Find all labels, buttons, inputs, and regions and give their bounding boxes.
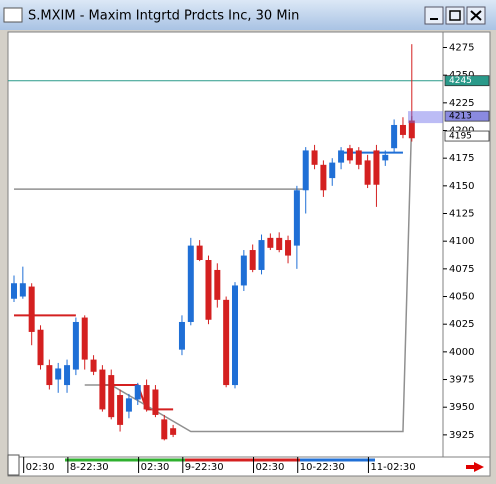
candle-body (46, 365, 53, 386)
plot-area (7, 31, 444, 458)
candle-body (90, 359, 97, 372)
maximize-button[interactable] (445, 6, 465, 25)
x-tick-label: 10-22:30 (300, 462, 345, 473)
candle-body (240, 255, 247, 286)
candle-body (258, 240, 265, 270)
y-tick-label: 3925 (449, 430, 474, 441)
candle-body (64, 365, 71, 386)
price-flag (444, 130, 490, 142)
maximize-icon (449, 10, 461, 21)
candle-body (329, 162, 336, 179)
candle-body (408, 120, 415, 139)
candle-body (125, 398, 132, 412)
candle-body (285, 240, 292, 256)
y-tick-label: 4175 (449, 153, 474, 164)
price-flag (444, 75, 490, 87)
candle-body (170, 428, 177, 435)
candle-body (187, 245, 194, 322)
candle-body (37, 329, 44, 366)
candle-body (223, 299, 230, 386)
candle-body (382, 154, 389, 161)
close-icon (470, 10, 482, 21)
y-tick-label: 3975 (449, 375, 474, 386)
candle-body (143, 385, 150, 410)
y-tick-label: 4025 (449, 319, 474, 330)
price-flag-label: 4213 (449, 112, 472, 122)
y-tick-label: 4050 (449, 292, 474, 303)
price-flag-label: 4195 (449, 132, 472, 142)
candle-body (205, 259, 212, 320)
candle-body (214, 269, 221, 300)
window-title: S.MXIM - Maxim Intgrtd Prdcts Inc, 30 Mi… (28, 9, 299, 24)
candle-body (276, 237, 283, 251)
y-tick-label: 3950 (449, 402, 474, 413)
scroll-box[interactable] (7, 454, 20, 476)
price-flag-label: 4245 (449, 76, 472, 86)
price-flag (444, 110, 490, 122)
candle-body (249, 250, 256, 270)
candle-body (161, 419, 168, 440)
candle-body (19, 283, 26, 297)
candle-body (99, 369, 106, 410)
x-tick-label: 02:30 (26, 462, 55, 473)
candle-body (72, 321, 79, 370)
x-tick-label: 02:30 (256, 462, 285, 473)
y-tick-label: 4275 (449, 42, 474, 53)
y-tick-label: 4075 (449, 264, 474, 275)
candle-body (311, 150, 318, 165)
candle-body (232, 285, 238, 386)
y-tick-label: 4100 (449, 236, 474, 247)
title-bar (0, 0, 496, 30)
x-tick-label: 02:30 (141, 462, 170, 473)
candle-body (267, 237, 274, 248)
candle-body (196, 245, 203, 260)
y-tick-label: 4125 (449, 209, 474, 220)
candle-body (346, 148, 353, 161)
candle-body (178, 321, 185, 350)
candle-body (108, 375, 115, 418)
app-icon (3, 7, 23, 23)
x-tick-label: 11-02:30 (370, 462, 415, 473)
candle-body (28, 286, 35, 332)
candle-body (302, 150, 309, 191)
candle-body (399, 124, 406, 135)
candle-body (134, 385, 141, 400)
candle-body (338, 150, 345, 163)
price-highlight (408, 111, 443, 124)
candle-body (55, 368, 62, 380)
candle-body (11, 283, 17, 299)
indicator-line (102, 384, 174, 411)
candle-body (152, 389, 159, 415)
candle-body (391, 124, 398, 149)
candle-body (355, 150, 362, 165)
price-axis (442, 31, 491, 458)
x-tick-label: 9-22:30 (185, 462, 224, 473)
y-tick-label: 4225 (449, 98, 474, 109)
candle-body (320, 164, 327, 191)
x-tick-label: 8-22:30 (70, 462, 109, 473)
y-tick-label: 4150 (449, 181, 474, 192)
candle-body (364, 160, 371, 185)
candle-body (117, 395, 124, 425)
scroll-right[interactable] (466, 462, 484, 472)
candle-body (81, 317, 88, 360)
candle-body (373, 150, 380, 185)
minimize-button[interactable] (424, 6, 444, 25)
y-tick-label: 4000 (449, 347, 474, 358)
candle-body (293, 190, 300, 246)
